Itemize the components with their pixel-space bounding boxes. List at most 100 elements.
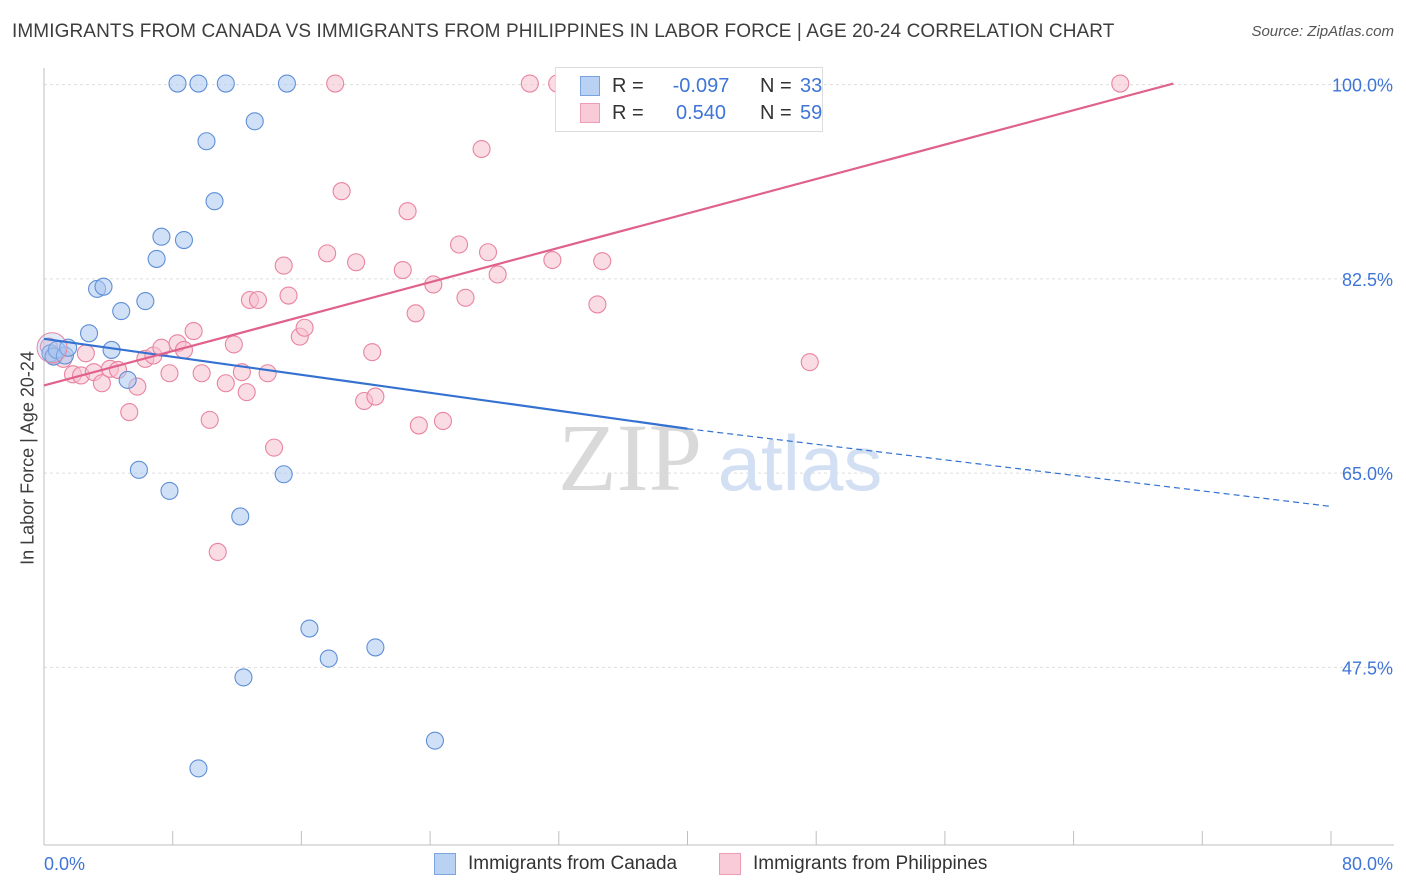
philippines-point-34 <box>318 244 337 263</box>
philippines-point-23 <box>224 335 243 354</box>
philippines-point-20 <box>200 410 219 429</box>
philippines-legend-label: Immigrants from Philippines <box>753 853 988 874</box>
canada-r-value: -0.097 <box>672 75 730 97</box>
philippines-point-51 <box>488 265 507 284</box>
philippines-point-41 <box>393 260 412 280</box>
philippines-point-29 <box>265 438 284 457</box>
y-axis-label: In Labor Force | Age 20-24 <box>17 351 38 565</box>
canada-point-20 <box>205 192 224 211</box>
philippines-point-40 <box>366 387 385 406</box>
philippines-point-58 <box>1111 74 1130 93</box>
philippines-point-5 <box>76 344 95 363</box>
watermark: ZIP atlas <box>558 404 882 511</box>
philippines-point-25 <box>237 383 256 402</box>
philippines-r-value: 0.540 <box>675 102 727 124</box>
series-philippines-points <box>39 74 1130 562</box>
canada-point-14 <box>152 227 171 246</box>
philippines-point-28 <box>258 364 277 383</box>
canada-point-11 <box>129 460 148 479</box>
philippines-point-50 <box>478 243 498 262</box>
canada-legend-swatch <box>434 853 456 875</box>
canada-n-value: 33 <box>800 75 823 97</box>
canada-point-23 <box>231 507 250 526</box>
canada-point-5 <box>79 324 99 343</box>
canada-cluster-point <box>36 332 68 364</box>
canada-point-12 <box>136 292 155 311</box>
philippines-point-48 <box>456 288 475 307</box>
y-tick-label-1: 82.5% <box>1342 270 1393 290</box>
canada-point-10 <box>118 370 137 389</box>
philippines-point-44 <box>409 416 428 435</box>
canada-point-31 <box>425 731 444 750</box>
philippines-n-label: N = <box>760 102 792 124</box>
canada-point-15 <box>160 481 179 500</box>
canada-point-17 <box>168 74 187 93</box>
philippines-point-56 <box>593 252 612 271</box>
philippines-point-42 <box>398 202 417 221</box>
canada-point-18 <box>189 74 208 93</box>
philippines-point-7 <box>92 374 111 393</box>
philippines-point-35 <box>326 74 345 93</box>
canada-point-27 <box>274 465 293 484</box>
x-tick-label-1: 80.0% <box>1342 854 1393 874</box>
trend-lines <box>43 82 1332 508</box>
canada-point-22 <box>189 759 208 778</box>
canada-point-13 <box>147 249 166 268</box>
canada-r-label: R = <box>612 75 644 97</box>
axes <box>43 68 1394 846</box>
philippines-point-27 <box>248 290 268 310</box>
philippines-point-53 <box>543 250 562 270</box>
canada-trend-extension <box>687 428 1332 508</box>
philippines-point-19 <box>192 364 211 383</box>
canada-point-29 <box>319 649 338 668</box>
canada-point-19 <box>197 132 216 151</box>
canada-point-30 <box>366 638 385 657</box>
philippines-swatch <box>580 103 600 123</box>
canada-n-label: N = <box>760 75 792 97</box>
canada-point-16 <box>174 231 194 250</box>
philippines-point-55 <box>588 295 607 314</box>
philippines-r-label: R = <box>612 102 644 124</box>
philippines-n-value: 59 <box>800 102 823 124</box>
philippines-point-47 <box>450 235 469 254</box>
philippines-point-31 <box>279 286 298 305</box>
chart-title: IMMIGRANTS FROM CANADA VS IMMIGRANTS FRO… <box>12 21 1115 42</box>
philippines-legend-swatch <box>719 853 741 875</box>
philippines-point-22 <box>216 374 235 393</box>
philippines-point-37 <box>347 253 366 272</box>
philippines-point-45 <box>424 275 443 294</box>
y-tick-label-0: 100.0% <box>1332 76 1393 96</box>
correlation-legend: R = -0.097 N = 33 R = 0.540 N = 59 <box>555 67 823 132</box>
canada-point-7 <box>94 277 113 296</box>
canada-point-24 <box>234 668 253 687</box>
y-tick-label-3: 47.5% <box>1342 658 1393 678</box>
philippines-point-57 <box>800 353 819 372</box>
canada-point-26 <box>277 74 296 93</box>
x-tick-label-0: 0.0% <box>44 854 85 874</box>
philippines-point-43 <box>406 304 425 323</box>
watermark-zip: ZIP <box>558 404 702 511</box>
philippines-trend-line <box>43 82 1174 387</box>
philippines-point-33 <box>295 318 314 337</box>
philippines-point-46 <box>433 411 453 431</box>
canada-point-9 <box>112 302 131 321</box>
canada-trend-line <box>43 337 688 430</box>
canada-legend-label: Immigrants from Canada <box>468 853 678 874</box>
tick-labels: 100.0% 82.5% 65.0% 47.5% 0.0% 80.0% <box>44 76 1393 874</box>
canada-swatch <box>580 76 600 96</box>
y-tick-label-2: 65.0% <box>1342 464 1393 484</box>
philippines-point-49 <box>472 139 491 159</box>
canada-point-25 <box>245 112 264 131</box>
philippines-point-10 <box>120 403 139 422</box>
philippines-point-36 <box>332 182 351 201</box>
philippines-point-18 <box>184 322 203 341</box>
watermark-atlas: atlas <box>718 419 883 507</box>
philippines-point-15 <box>160 364 179 383</box>
canada-point-21 <box>216 74 235 93</box>
philippines-point-30 <box>274 256 293 275</box>
philippines-point-52 <box>520 74 539 93</box>
philippines-point-39 <box>363 343 382 362</box>
canada-point-28 <box>300 619 319 638</box>
philippines-point-21 <box>208 542 227 562</box>
